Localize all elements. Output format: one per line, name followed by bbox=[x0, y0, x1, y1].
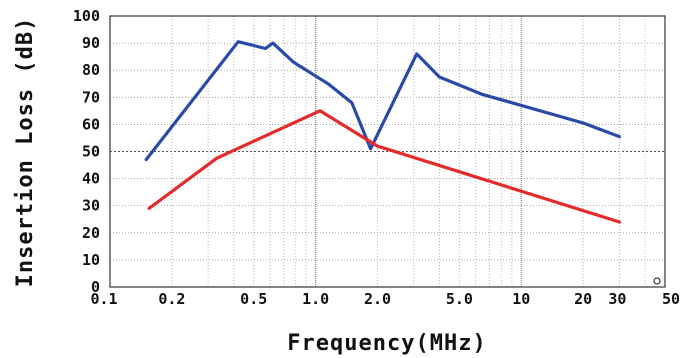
data-point bbox=[618, 135, 621, 138]
y-tick-label: 100 bbox=[73, 7, 100, 25]
y-tick-label: 0 bbox=[91, 278, 100, 296]
axis-end-marker bbox=[653, 277, 661, 285]
x-tick-label: 50 bbox=[662, 290, 680, 308]
data-point bbox=[215, 157, 218, 160]
y-tick-label: 90 bbox=[82, 34, 100, 52]
x-tick-label: 0.2 bbox=[158, 290, 185, 308]
x-tick-label: 20 bbox=[574, 290, 592, 308]
data-point bbox=[145, 158, 148, 161]
x-axis-title: Frequency(MHz) bbox=[287, 331, 486, 356]
y-tick-label: 10 bbox=[82, 251, 100, 269]
x-tick-label: 30 bbox=[608, 290, 626, 308]
data-point bbox=[350, 101, 353, 104]
data-point bbox=[147, 207, 151, 210]
data-point bbox=[376, 144, 379, 148]
y-tick-label: 80 bbox=[82, 61, 100, 79]
grid bbox=[110, 16, 665, 287]
data-point bbox=[271, 41, 275, 45]
data-point bbox=[438, 75, 441, 79]
data-point bbox=[264, 47, 267, 50]
y-tick-label: 40 bbox=[82, 170, 100, 188]
series-layer bbox=[144, 40, 622, 224]
data-point bbox=[369, 147, 372, 150]
y-tick-label: 30 bbox=[82, 197, 100, 215]
y-tick-label: 20 bbox=[82, 224, 100, 242]
x-tick-label: 0.1 bbox=[90, 290, 117, 308]
data-point bbox=[292, 60, 295, 64]
data-point bbox=[481, 93, 484, 96]
data-point bbox=[520, 104, 523, 107]
data-point bbox=[237, 40, 240, 43]
x-tick-label: 0.5 bbox=[240, 290, 267, 308]
y-tick-label: 70 bbox=[82, 88, 100, 106]
y-axis-title: Insertion Loss (dB) bbox=[13, 17, 38, 288]
data-point bbox=[415, 52, 418, 56]
data-point bbox=[318, 109, 322, 113]
x-tick-label: 10 bbox=[512, 290, 530, 308]
y-tick-label: 50 bbox=[82, 143, 100, 161]
series-line-1 bbox=[144, 40, 622, 162]
data-point bbox=[618, 220, 621, 224]
x-tick-label: 5.0 bbox=[446, 290, 473, 308]
plot-area-frame bbox=[109, 15, 666, 288]
data-point bbox=[582, 121, 585, 125]
x-tick-label: 1.0 bbox=[302, 290, 329, 308]
tick-labels: 0 10 20 30 40 50 60 70 80 90 100 0.1 0.2 0.5 1.0 2.0 5.0… bbox=[73, 7, 680, 308]
y-tick-label: 60 bbox=[82, 115, 100, 133]
x-tick-label: 2.0 bbox=[364, 290, 391, 308]
data-point bbox=[326, 82, 330, 86]
